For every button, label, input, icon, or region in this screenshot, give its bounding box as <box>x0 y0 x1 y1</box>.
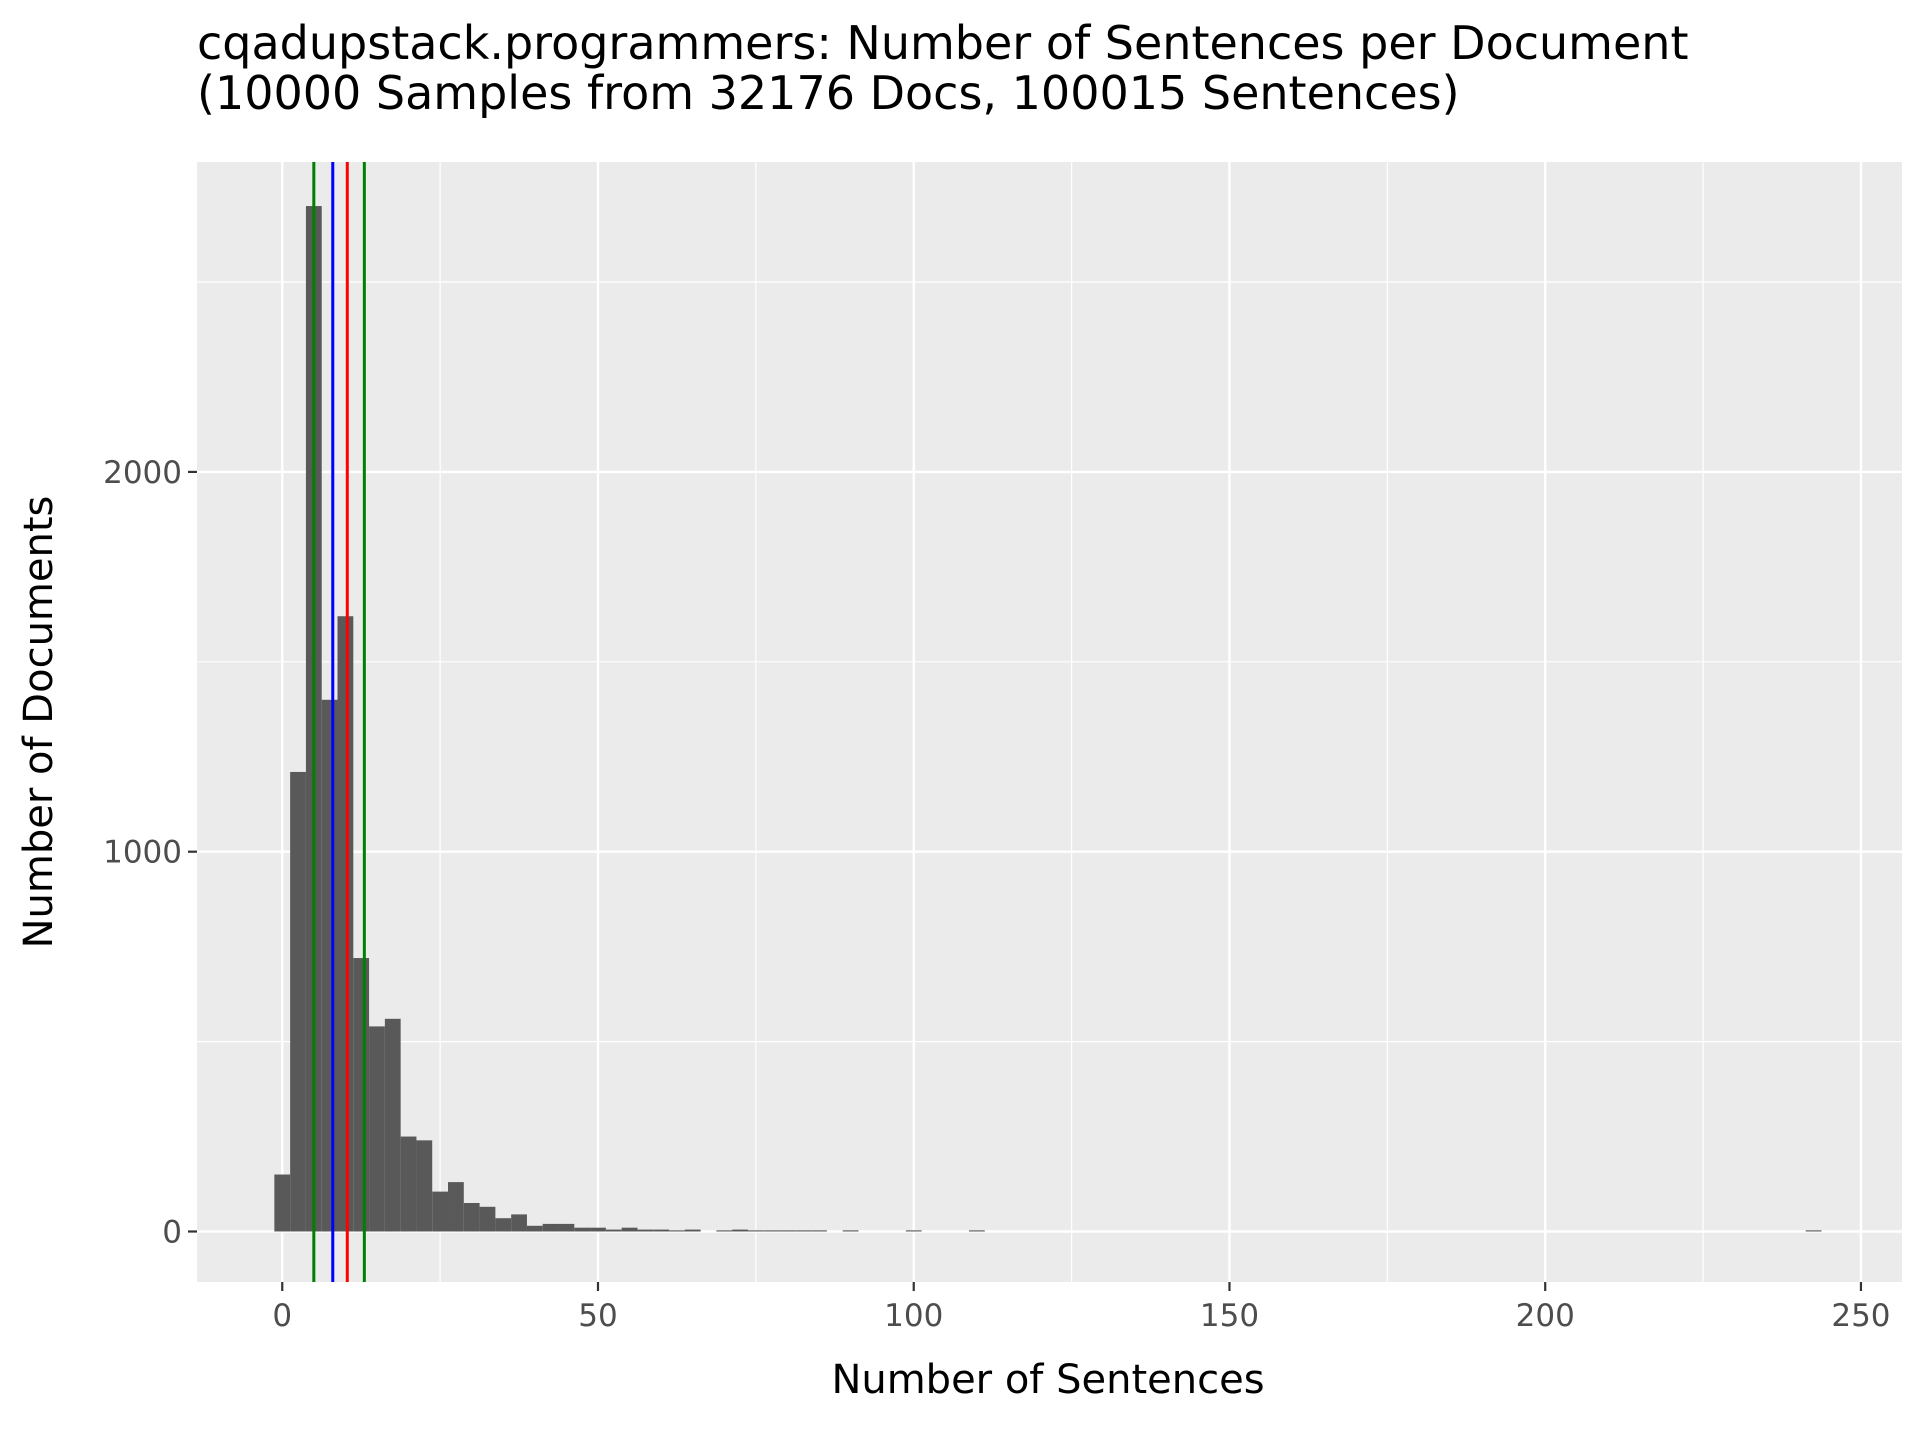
y-axis: 0 1000 2000 <box>103 455 197 1250</box>
histogram-bar <box>621 1227 638 1232</box>
histogram-bar <box>290 771 306 1232</box>
histogram-bar <box>732 1229 748 1232</box>
reference-lines <box>312 162 366 1282</box>
histogram-bar <box>968 1230 985 1232</box>
histogram-bar <box>416 1140 433 1232</box>
histogram-bar <box>511 1214 527 1232</box>
histogram-bar <box>684 1229 701 1232</box>
histogram-bar <box>400 1136 417 1232</box>
histogram-bar <box>353 958 370 1232</box>
chart-title-block: cqadupstack.programmers: Number of Sente… <box>197 18 1917 118</box>
histogram-bar <box>811 1230 827 1232</box>
histogram-bar <box>337 616 354 1232</box>
grid-minor <box>197 162 1902 1282</box>
x-tick-label: 200 <box>1516 1298 1575 1334</box>
histogram-bar <box>716 1230 733 1232</box>
histogram-bar <box>463 1203 480 1232</box>
histogram-bar <box>747 1230 764 1232</box>
histogram-bar <box>905 1230 922 1232</box>
x-tick-label: 100 <box>884 1298 943 1334</box>
histogram-bar <box>558 1223 575 1232</box>
x-tick-label: 250 <box>1831 1298 1890 1334</box>
histogram-bar <box>669 1230 685 1232</box>
histogram-bar <box>653 1229 670 1232</box>
y-tick-label: 2000 <box>103 455 182 491</box>
histogram-bar <box>274 1174 291 1232</box>
histogram-bar <box>542 1223 559 1232</box>
histogram-bar <box>479 1206 496 1232</box>
histogram-bar <box>590 1227 606 1232</box>
x-axis: 0 50 100 150 200 250 <box>272 1282 1891 1334</box>
histogram-bar <box>795 1230 812 1232</box>
histogram-bar <box>495 1218 512 1232</box>
histogram-bar <box>432 1191 449 1232</box>
histogram-bar <box>605 1229 622 1232</box>
y-tick-label: 0 <box>162 1214 182 1250</box>
y-axis-label: Number of Documents <box>16 496 62 949</box>
chart-subtitle: (10000 Samples from 32176 Docs, 100015 S… <box>197 66 1460 118</box>
histogram-bar <box>574 1227 591 1232</box>
histogram-bar <box>637 1229 654 1232</box>
x-axis-label: Number of Sentences <box>831 1357 1264 1403</box>
histogram-bar <box>526 1225 543 1232</box>
histogram-bar <box>369 1026 385 1232</box>
histogram-bar <box>779 1230 796 1232</box>
histogram-bar <box>321 699 338 1232</box>
x-tick-label: 150 <box>1200 1298 1259 1334</box>
y-tick-label: 1000 <box>103 835 182 871</box>
chart-title: cqadupstack.programmers: Number of Sente… <box>197 18 1689 70</box>
x-tick-label: 0 <box>272 1298 292 1334</box>
histogram-bar <box>1805 1230 1822 1232</box>
plot-panel <box>197 162 1902 1282</box>
histogram-bar <box>842 1230 859 1232</box>
histogram-bar <box>763 1230 780 1232</box>
x-tick-label: 50 <box>578 1298 617 1334</box>
histogram-bar <box>384 1018 401 1232</box>
histogram-bar <box>448 1182 464 1232</box>
